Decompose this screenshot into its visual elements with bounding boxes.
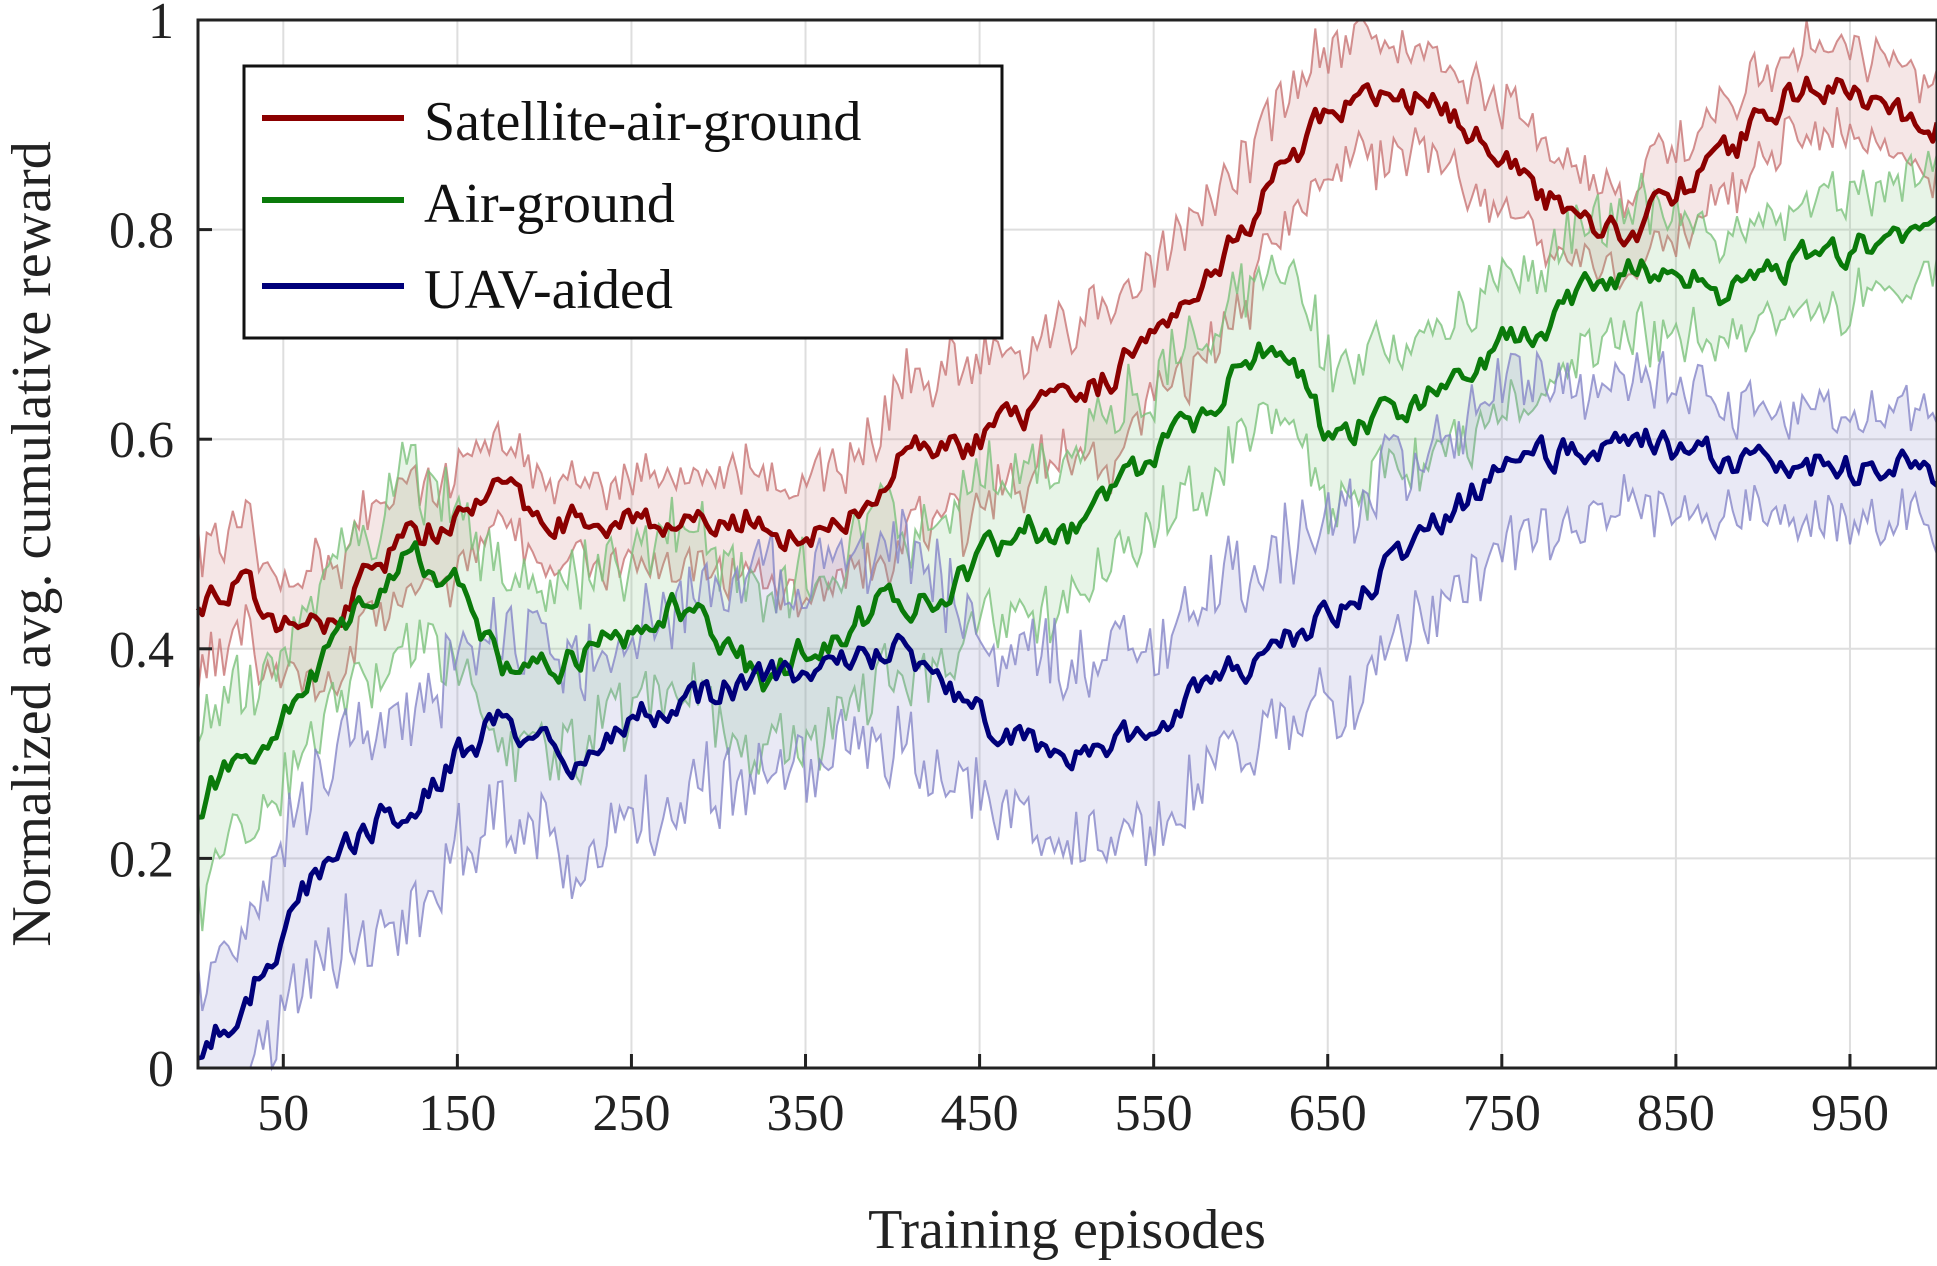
x-ticks: 50 150 250 350 450 550 650 750 850 950 [257, 1054, 1889, 1142]
legend-label-satellite-air-ground: Satellite-air-ground [424, 91, 861, 153]
band-0 [198, 20, 1937, 700]
y-tick-label: 0 [148, 1041, 174, 1098]
y-axis-label: Normalized avg. cumulative reward [1, 141, 63, 946]
y-tick-label: 0.4 [109, 622, 174, 679]
y-tick-label: 0.2 [109, 831, 174, 888]
plot-frame [196, 18, 1937, 1070]
y-tick-label: 0.6 [109, 412, 174, 469]
x-tick-label: 950 [1811, 1085, 1889, 1142]
x-tick-label: 550 [1115, 1085, 1193, 1142]
x-axis-label: Training episodes [868, 1199, 1266, 1261]
y-tick-label: 1 [148, 0, 174, 50]
x-tick-label: 50 [257, 1085, 309, 1142]
x-tick-label: 450 [941, 1085, 1019, 1142]
x-tick-label: 150 [418, 1085, 496, 1142]
x-tick-label: 750 [1463, 1085, 1541, 1142]
series-line-0 [195, 75, 1937, 635]
x-tick-label: 350 [767, 1085, 845, 1142]
band-upper-0 [197, 19, 1937, 594]
x-tick-label: 250 [592, 1085, 670, 1142]
x-tick-label: 850 [1637, 1085, 1715, 1142]
legend: Satellite-air-ground Air-ground UAV-aide… [242, 64, 1004, 340]
series-line-1 [197, 215, 1937, 820]
legend-label-uav-aided: UAV-aided [424, 259, 673, 321]
y-tick-label: 0.8 [109, 203, 174, 260]
legend-label-air-ground: Air-ground [424, 173, 675, 235]
band-lower-2 [198, 474, 1937, 1072]
series-line-2 [197, 427, 1937, 1061]
band-lower-1 [197, 255, 1937, 932]
band-upper-2 [197, 349, 1937, 1012]
series-lines [195, 75, 1937, 1061]
band-2 [198, 351, 1937, 1068]
y-ticks: 0 0.2 0.4 0.6 0.8 1 [109, 0, 212, 1098]
x-tick-label: 650 [1289, 1085, 1367, 1142]
